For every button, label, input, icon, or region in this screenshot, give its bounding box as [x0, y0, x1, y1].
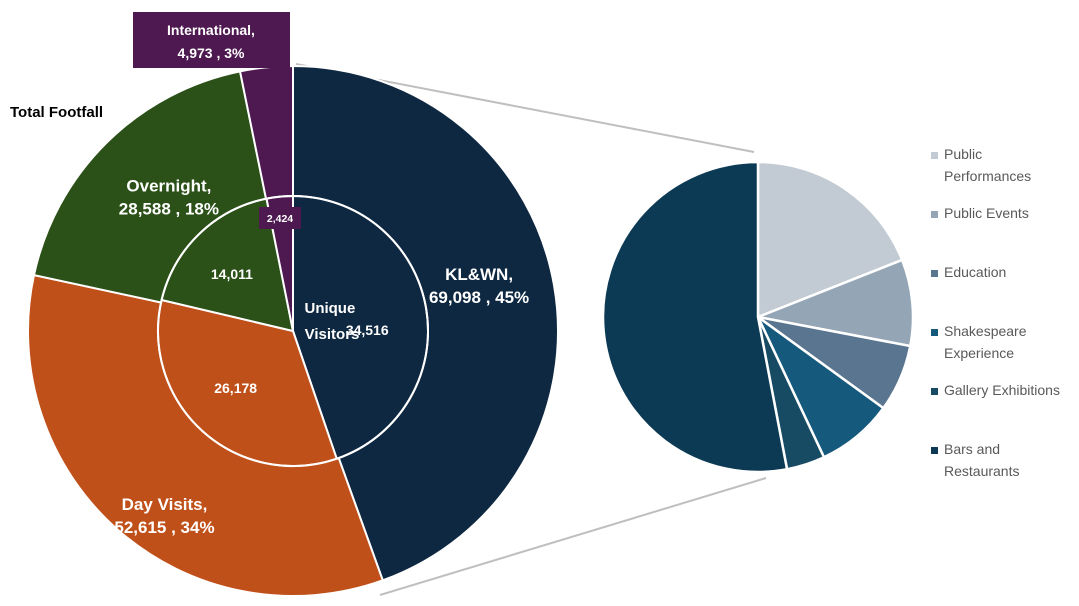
legend-item-education: Education — [931, 264, 1006, 280]
data-label-line-1: KL&WN, — [445, 265, 513, 284]
legend-swatch — [931, 329, 938, 336]
inner-ring-outline — [157, 195, 429, 467]
legend-label-line: Public Events — [944, 205, 1029, 221]
legend-label-line: Restaurants — [944, 463, 1019, 479]
secondary-slice-public-performances — [756, 160, 904, 319]
data-label-line-1: Overnight, — [126, 176, 211, 195]
legend-item-bars-and-restaurants: Bars and Restaurants — [931, 441, 1019, 479]
legend-label: Public Performances — [944, 146, 1031, 184]
data-label-line-2: 69,098 , 45% — [429, 288, 529, 307]
secondary-slice-bars-and-restaurants — [601, 160, 789, 474]
legend-label-line: Gallery Exhibitions — [944, 382, 1060, 398]
center-label-line-2: Visitors — [305, 326, 360, 343]
inner-label-overnight: 14,011 — [211, 266, 253, 282]
inner-label-bg-international — [259, 207, 301, 229]
data-label-line-2: 4,973 , 3% — [178, 45, 245, 61]
center-label-line-1: Unique — [304, 300, 355, 317]
legend-swatch — [931, 211, 938, 218]
secondary-slice-public-events — [753, 258, 915, 348]
inner-label-international: 2,424 — [267, 213, 293, 225]
secondary-pie — [601, 160, 915, 474]
legend-label-line: Performances — [944, 168, 1031, 184]
legend-swatch — [931, 152, 938, 159]
legend-label-line: Shakespeare — [944, 323, 1027, 339]
legend-swatch — [931, 388, 938, 395]
data-label-kl-wn: KL&WN, 69,098 , 45% — [429, 265, 529, 307]
legend-label: Education — [944, 264, 1006, 280]
data-label-line-2: 28,588 , 18% — [119, 199, 219, 218]
legend-label-line: Public — [944, 146, 982, 162]
legend: Public Performances Public Events Education… — [931, 146, 1060, 479]
legend-label-line: Experience — [944, 345, 1014, 361]
legend-label: Public Events — [944, 205, 1029, 221]
legend-label: Gallery Exhibitions — [944, 382, 1060, 398]
inner-pie — [157, 194, 429, 467]
connector-line-bottom — [379, 477, 767, 596]
international-label-box: International, 4,973 , 3% — [133, 12, 290, 68]
legend-item-shakespeare-experience: Shakespeare Experience — [931, 323, 1027, 361]
international-label-bg — [133, 12, 290, 68]
legend-item-public-events: Public Events — [931, 205, 1029, 221]
legend-swatch — [931, 270, 938, 277]
data-label-line-1: Day Visits, — [122, 495, 208, 514]
legend-label-line: Bars and — [944, 441, 1000, 457]
legend-item-public-performances: Public Performances — [931, 146, 1031, 184]
data-label-line-2: 52,615 , 34% — [114, 518, 214, 537]
chart-title: Total Footfall — [10, 104, 103, 121]
inner-label-day-visits: 26,178 — [214, 380, 257, 396]
legend-label: Bars and Restaurants — [944, 441, 1019, 479]
legend-swatch — [931, 447, 938, 454]
data-labels: KL&WN, 69,098 , 45% Day Visits, 52,615 , 34… — [114, 176, 529, 537]
legend-label: Shakespeare Experience — [944, 323, 1027, 361]
center-label: Unique Visitors — [304, 300, 359, 343]
data-label-line-1: International, — [167, 22, 255, 38]
data-label-day-visits: Day Visits, 52,615 , 34% — [114, 495, 214, 537]
data-label-overnight: Overnight, 28,588 , 18% — [119, 176, 219, 218]
inner-label-kl-wn: 34,516 — [346, 322, 389, 338]
legend-label-line: Education — [944, 264, 1006, 280]
legend-item-gallery-exhibitions: Gallery Exhibitions — [931, 382, 1060, 398]
data-label-international: International, 4,973 , 3% — [167, 22, 255, 61]
